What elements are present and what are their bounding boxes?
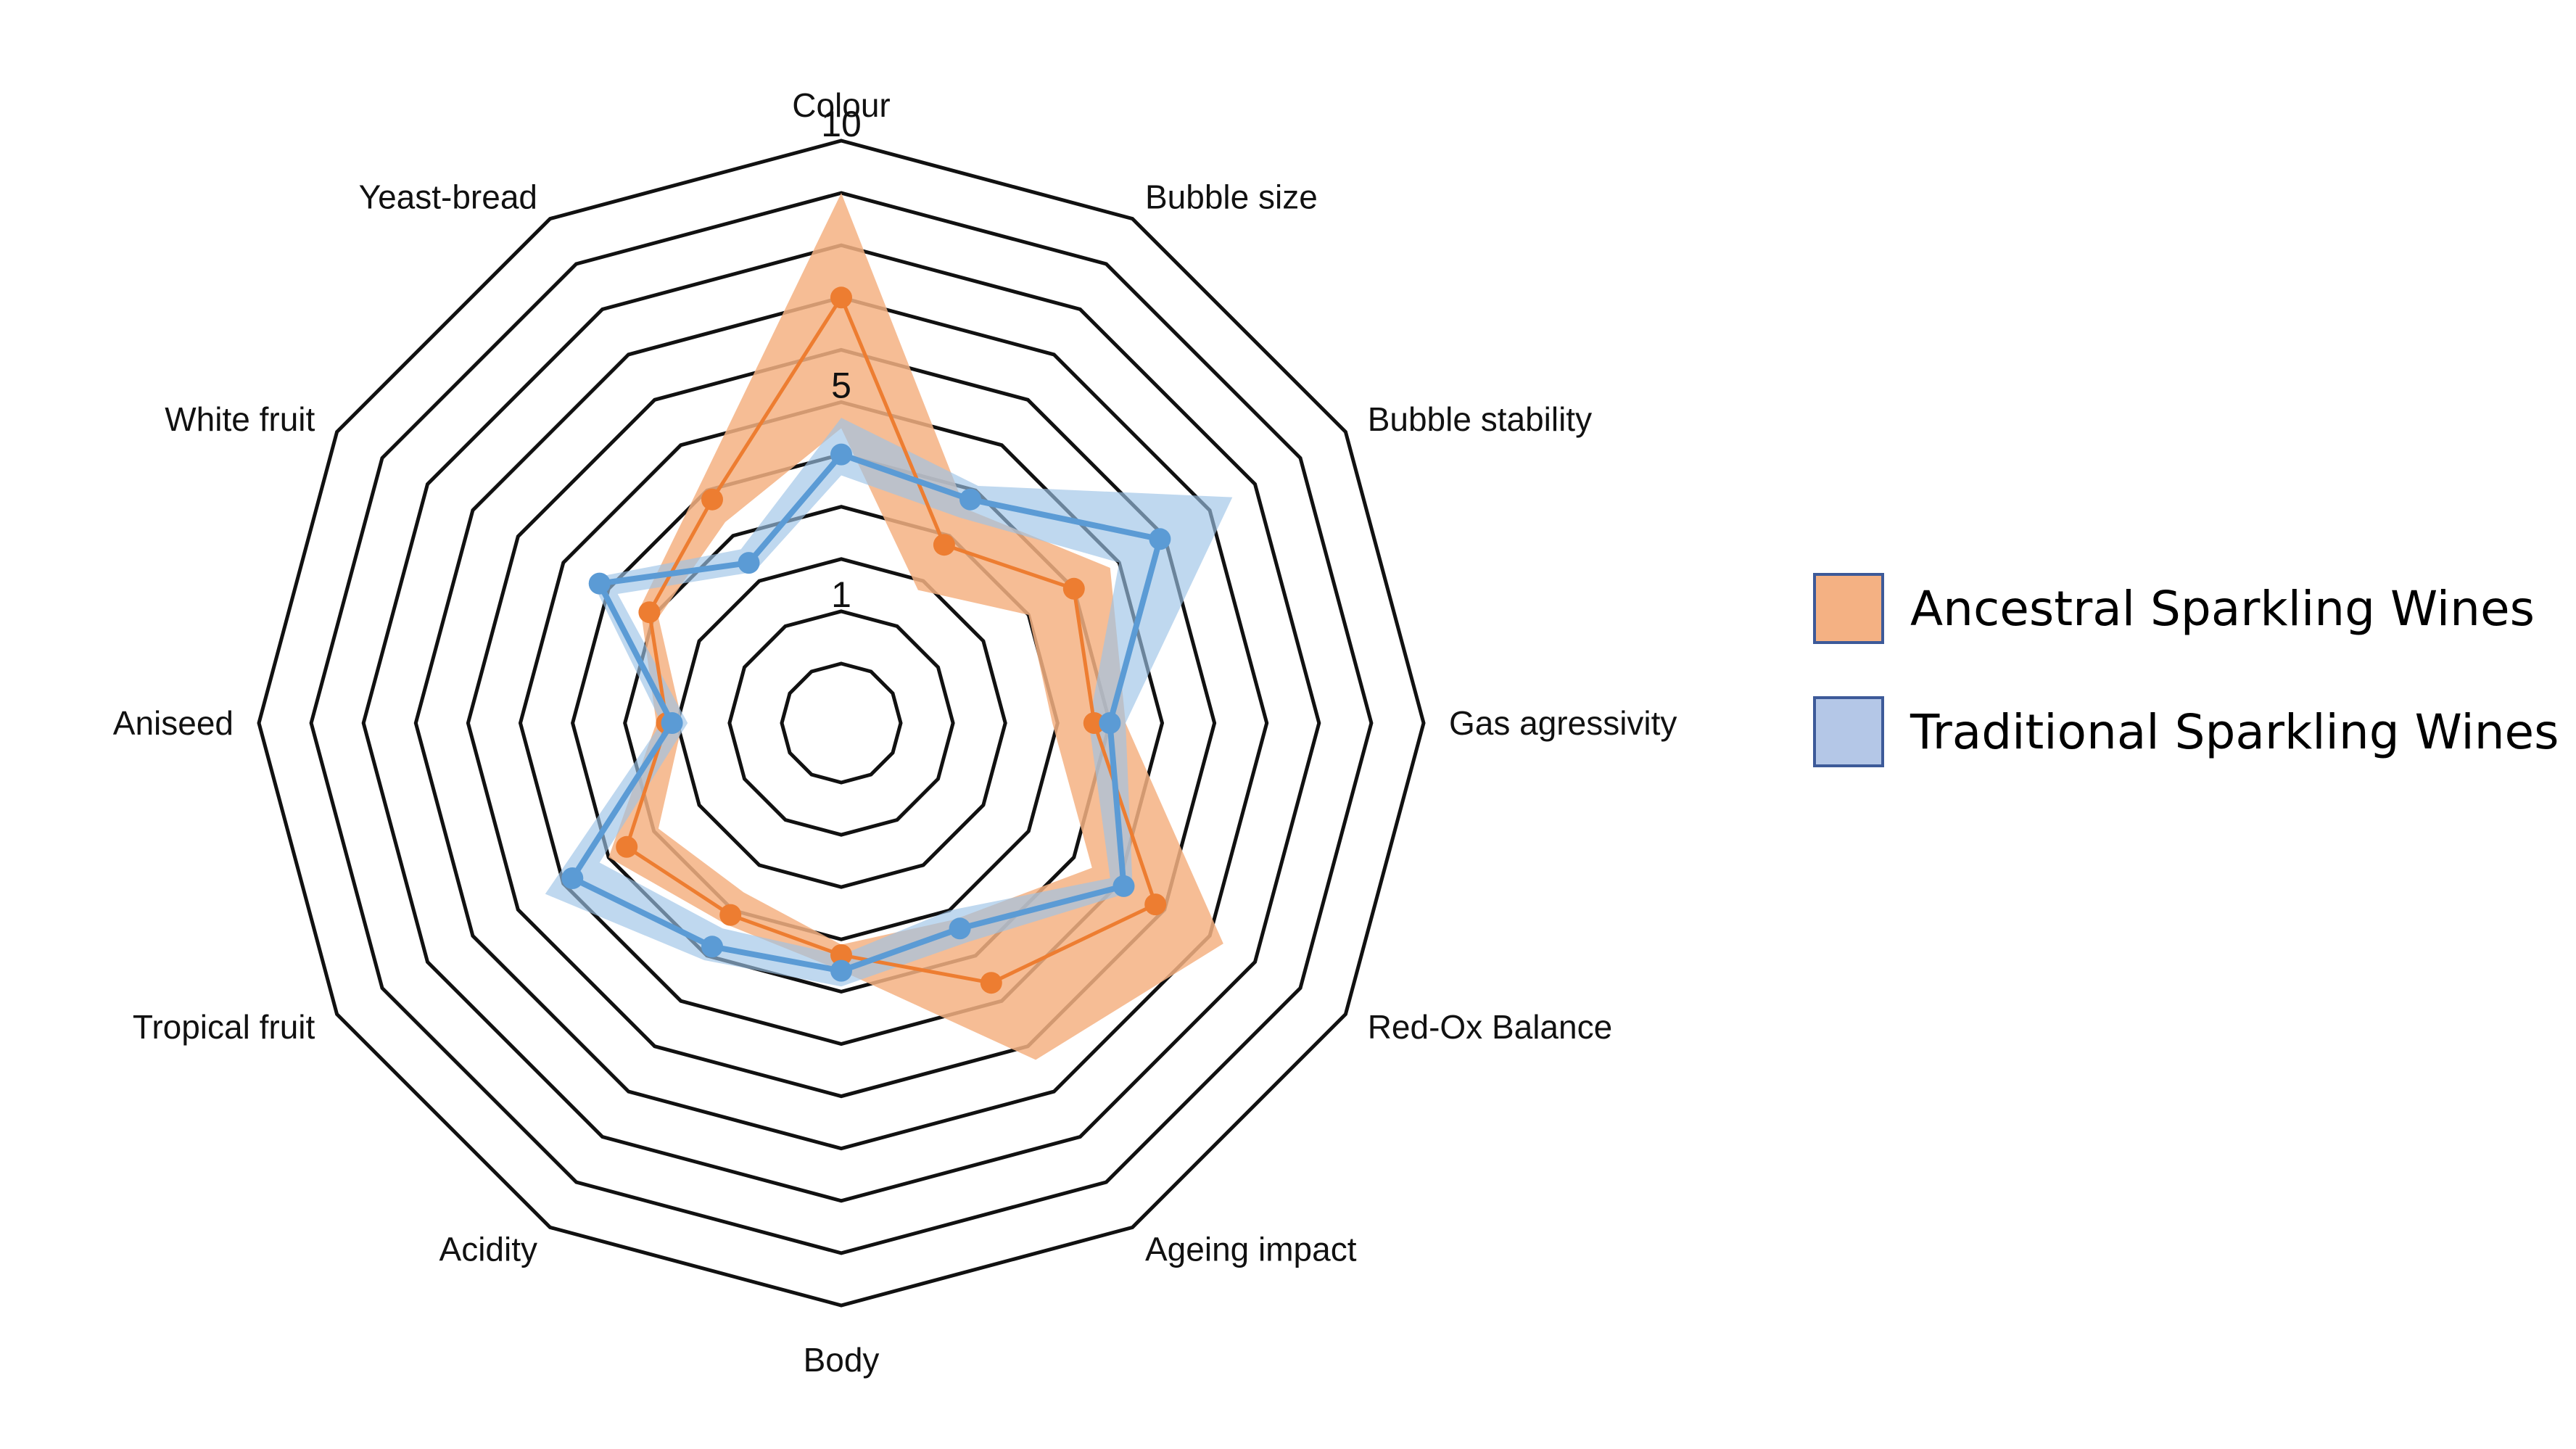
data-point-traditional bbox=[738, 552, 760, 574]
data-point-ancestral bbox=[1083, 712, 1105, 734]
range-band-ancestral bbox=[608, 193, 1223, 1060]
grid-ring bbox=[309, 191, 1374, 1255]
axis-label: Ageing impact bbox=[1145, 1231, 1357, 1268]
axis-label: White fruit bbox=[165, 400, 315, 438]
range-band-traditional bbox=[545, 418, 1233, 987]
range-bands bbox=[545, 193, 1233, 1060]
grid-ring bbox=[361, 243, 1321, 1203]
axis-label: Colour bbox=[792, 86, 891, 124]
data-point-traditional bbox=[1149, 528, 1171, 550]
data-point-traditional bbox=[949, 917, 971, 940]
data-point-traditional bbox=[830, 959, 852, 982]
axis-labels: Colour Bubble size Bubble stability Gas agr… bbox=[113, 86, 1677, 1379]
data-point-traditional bbox=[1112, 875, 1135, 897]
tick-label: 10 bbox=[821, 104, 862, 144]
data-point-traditional bbox=[830, 443, 852, 466]
grid-ring bbox=[675, 557, 1007, 889]
grid-ring bbox=[518, 400, 1165, 1046]
legend-swatch-traditional bbox=[1813, 696, 1884, 767]
axis-label: Bubble stability bbox=[1368, 400, 1592, 438]
grid-ring bbox=[257, 139, 1426, 1308]
data-point-traditional bbox=[661, 712, 683, 734]
series-lines bbox=[561, 286, 1171, 994]
axis-label: Aniseed bbox=[113, 704, 234, 742]
legend-label-ancestral: Ancestral Sparkling Wines bbox=[1910, 580, 2535, 637]
data-point-ancestral bbox=[719, 904, 742, 926]
data-point-traditional bbox=[561, 867, 584, 889]
tick-label: 1 bbox=[831, 574, 851, 615]
grid-ring bbox=[727, 609, 955, 837]
data-point-ancestral bbox=[830, 286, 852, 309]
data-point-ancestral bbox=[616, 835, 638, 858]
axis-label: Acidity bbox=[439, 1231, 537, 1268]
axis-label: Red-Ox Balance bbox=[1368, 1008, 1613, 1046]
data-point-ancestral bbox=[638, 601, 661, 624]
legend-label-traditional: Traditional Sparkling Wines bbox=[1910, 703, 2559, 760]
data-point-traditional bbox=[959, 488, 981, 511]
data-point-ancestral bbox=[980, 972, 1002, 994]
axis-label: Bubble size bbox=[1145, 178, 1318, 215]
data-point-traditional bbox=[701, 936, 723, 958]
legend-item-ancestral[interactable]: Ancestral Sparkling Wines bbox=[1813, 573, 2559, 644]
grid-ring bbox=[780, 661, 903, 785]
data-point-traditional bbox=[1099, 712, 1121, 734]
legend-swatch-ancestral bbox=[1813, 573, 1884, 644]
legend: Ancestral Sparkling Wines Traditional Sp… bbox=[1813, 573, 2559, 820]
data-point-ancestral bbox=[701, 488, 723, 511]
axis-label: Yeast-bread bbox=[359, 178, 537, 215]
data-point-ancestral bbox=[1144, 893, 1167, 916]
data-point-traditional bbox=[588, 572, 611, 595]
axis-label: Tropical fruit bbox=[133, 1008, 315, 1046]
data-point-ancestral bbox=[1062, 577, 1085, 600]
axis-label: Gas agressivity bbox=[1449, 704, 1677, 742]
legend-item-traditional[interactable]: Traditional Sparkling Wines bbox=[1813, 696, 2559, 767]
axis-label: Body bbox=[804, 1341, 880, 1379]
data-point-ancestral bbox=[933, 534, 955, 556]
data-point-ancestral bbox=[830, 944, 852, 966]
tick-label: 5 bbox=[831, 366, 851, 406]
